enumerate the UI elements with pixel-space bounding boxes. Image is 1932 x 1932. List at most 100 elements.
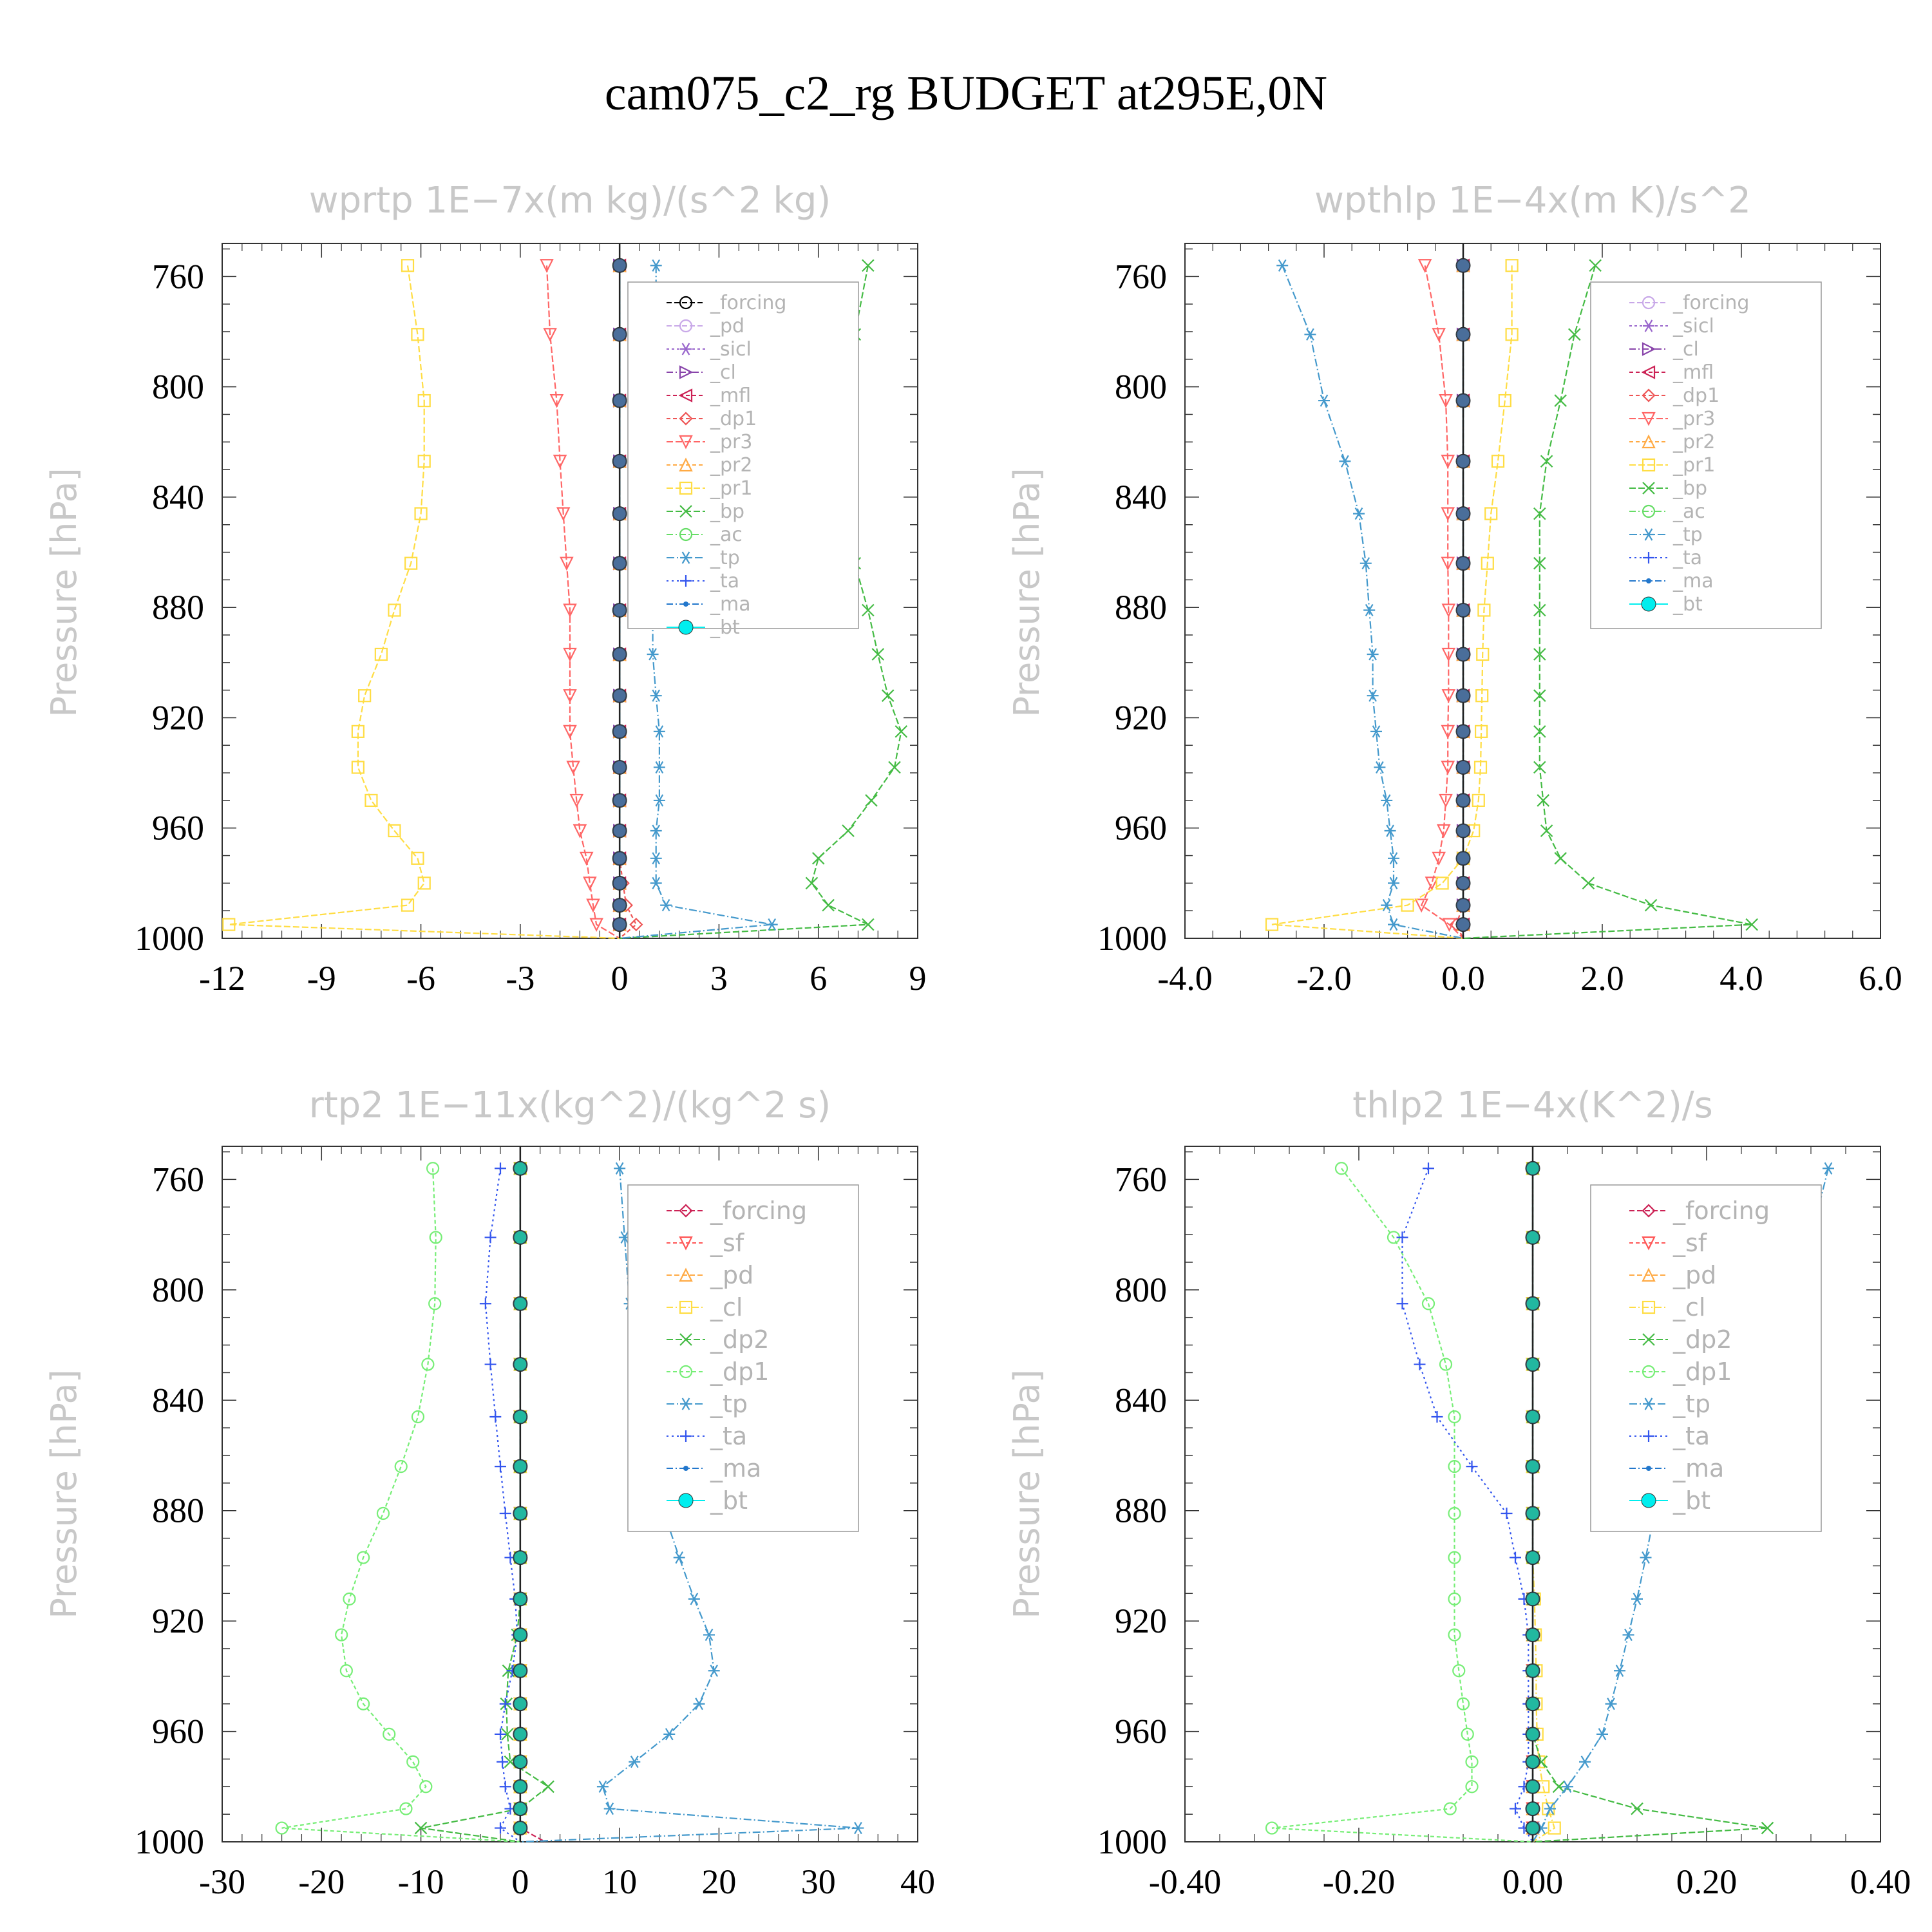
- series-line_pr3: [545, 265, 620, 939]
- bt-marker: [513, 1755, 527, 1769]
- bt-marker: [513, 1663, 527, 1678]
- data-point_pr1: [374, 647, 388, 661]
- data-point_dp1: [339, 1664, 353, 1678]
- bt-marker: [1456, 454, 1470, 468]
- y-tick-label: 880: [1115, 1492, 1167, 1530]
- series-line_pr1: [1271, 265, 1513, 940]
- data-point_dp2: [414, 1821, 428, 1835]
- legend-marker_bt: [678, 1493, 694, 1508]
- data-point_dp1: [1448, 1592, 1461, 1605]
- bt-marker: [1526, 1779, 1540, 1794]
- y-tick-label: 920: [152, 698, 204, 737]
- x-tick-label: -2.0: [1296, 959, 1351, 998]
- legend-label: _ma: [1672, 570, 1714, 592]
- data-point_dp1: [1439, 1358, 1453, 1371]
- data-point_dp1: [1448, 1506, 1461, 1520]
- data-point_tp: [1276, 259, 1289, 272]
- data-point_bp: [822, 898, 835, 912]
- data-point_ta: [499, 1698, 511, 1710]
- data-point_tp: [1384, 824, 1396, 837]
- data-point_tp: [1388, 852, 1399, 865]
- legend-label: _ta: [1672, 1422, 1710, 1450]
- legend-marker_dp1: [679, 1365, 693, 1379]
- y-tick-label: 920: [1115, 1602, 1167, 1640]
- data-point_pr1: [411, 851, 424, 865]
- data-point_dp1: [356, 1551, 370, 1564]
- data-point_ta: [1510, 1803, 1521, 1815]
- data-point_pr3: [1441, 647, 1456, 662]
- bt-marker: [513, 1551, 527, 1565]
- legend-marker_sf: [1642, 1236, 1656, 1251]
- data-point_bp: [1589, 259, 1602, 272]
- data-point_pr3: [1436, 824, 1451, 838]
- x-tick-label: 30: [801, 1862, 836, 1901]
- data-point_pr3: [553, 455, 567, 469]
- y-tick-label: 880: [152, 1492, 204, 1530]
- bt-marker: [612, 918, 627, 932]
- data-point_dp1: [1448, 1628, 1461, 1642]
- y-tick-label: 1000: [135, 1823, 204, 1861]
- legend-label: _cl: [1672, 338, 1699, 361]
- data-point_tp: [766, 918, 778, 931]
- bt-marker: [513, 1230, 527, 1244]
- legend-label: _forcing: [1672, 1197, 1770, 1225]
- x-tick-label: 6: [810, 959, 827, 998]
- data-point_pr3: [579, 851, 594, 866]
- data-point_ta: [1423, 1162, 1434, 1175]
- series-line_pr1: [229, 265, 620, 940]
- y-axis-label: Pressure [hPa]: [44, 1369, 84, 1618]
- data-point_pr1: [351, 724, 365, 738]
- legend-label: _pr2: [710, 454, 752, 477]
- legend-label: _forcing: [710, 1197, 807, 1225]
- data-point_tp: [1388, 918, 1399, 931]
- legend-marker_bp: [1642, 482, 1655, 495]
- data-point_bp: [862, 259, 875, 272]
- bt-marker: [513, 1296, 527, 1311]
- y-tick-label: 960: [152, 809, 204, 848]
- series-line_tp: [1282, 265, 1464, 940]
- bt-marker: [612, 454, 627, 468]
- data-point_ta: [1396, 1231, 1408, 1244]
- y-tick-label: 840: [152, 1381, 204, 1419]
- y-tick-label: 800: [152, 1271, 204, 1309]
- data-point_tp: [1367, 648, 1379, 661]
- x-tick-label: 40: [900, 1862, 935, 1901]
- data-point_pr1: [1474, 724, 1488, 738]
- bt-marker: [1526, 1161, 1540, 1175]
- legend-marker_ta: [1643, 552, 1654, 564]
- x-tick-label: -30: [199, 1862, 245, 1901]
- data-point_dp1: [1443, 1802, 1457, 1815]
- legend-label: _bt: [710, 1486, 748, 1515]
- legend-label: _ta: [1672, 547, 1702, 569]
- data-point_dp1: [1448, 1551, 1461, 1564]
- data-point_ta: [479, 1298, 491, 1310]
- data-point_dp1: [629, 918, 643, 932]
- legend-marker_bt: [1641, 1493, 1656, 1508]
- legend-marker_pr3: [1642, 412, 1656, 426]
- legend-marker_pd: [1642, 1267, 1656, 1282]
- panel-wprtp: wprtp 1E−7x(m kg)/(s^2 kg) Pressure [hPa…: [44, 180, 927, 998]
- bt-marker: [1456, 688, 1470, 703]
- panel-wpthlp: wpthlp 1E−4x(m K)/s^2 Pressure [hPa] -4.…: [1007, 180, 1902, 998]
- data-point_ta: [484, 1231, 497, 1244]
- data-point_bp: [1554, 852, 1567, 865]
- legend-label: _dp1: [1672, 1358, 1732, 1386]
- legend-marker_tp: [680, 551, 692, 564]
- legend-label: _ac: [710, 524, 743, 546]
- bt-marker: [612, 724, 627, 739]
- legend-marker_ma: [683, 1466, 688, 1471]
- legend-marker_mfl: [1641, 365, 1656, 379]
- data-point_tp: [1339, 455, 1351, 468]
- legend-label: _forcing: [710, 292, 786, 314]
- bt-marker: [612, 603, 627, 617]
- legend-label: _tp: [1672, 1390, 1710, 1418]
- legend-marker_cl: [1642, 342, 1656, 356]
- legend-marker_cl: [1642, 1300, 1656, 1314]
- legend-label: _dp1: [710, 1358, 769, 1386]
- data-point_ta: [484, 1358, 497, 1370]
- x-tick-label: 20: [701, 1862, 736, 1901]
- legend-label: _ta: [710, 570, 739, 592]
- data-point_pr1: [1484, 507, 1498, 520]
- legend-marker_dp1: [1642, 388, 1656, 402]
